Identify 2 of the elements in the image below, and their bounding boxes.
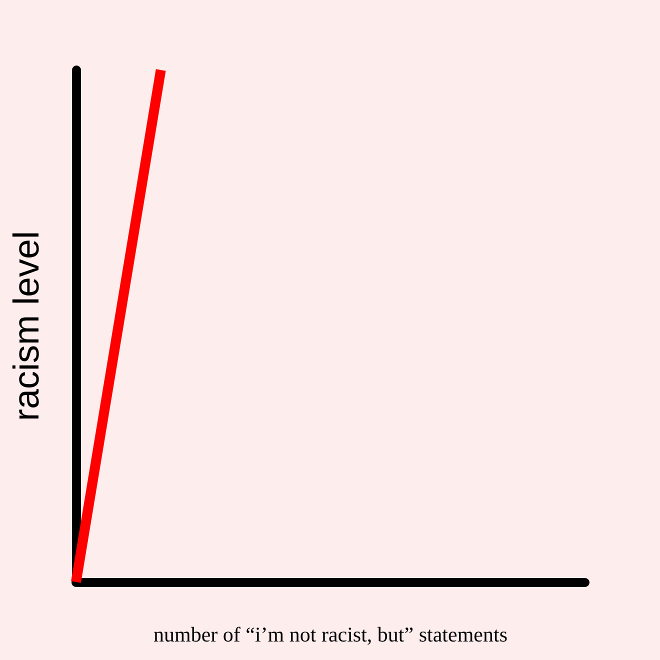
x-axis-title: number of “i’m not racist, but” statements xyxy=(154,622,508,646)
y-axis-title: racism level xyxy=(6,230,46,422)
